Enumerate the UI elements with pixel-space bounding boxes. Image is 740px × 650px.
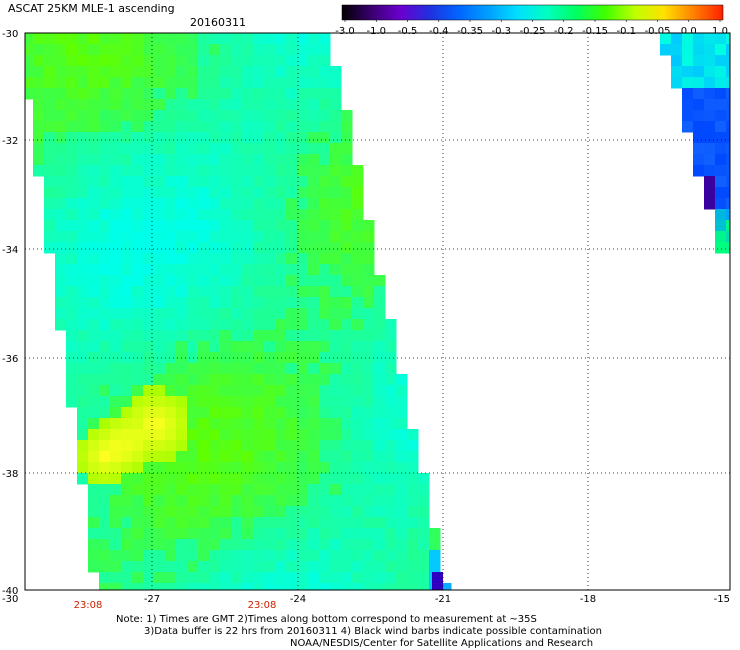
colorbar-label: -0.5 [398,26,418,37]
note-line-1: Note: 1) Times are GMT 2)Times along bot… [116,614,537,625]
lat-label: -36 [2,354,18,365]
colorbar-label: -0.25 [520,26,546,37]
lat-label: -30 [2,29,18,40]
time-label: 23:08 [74,600,103,611]
data-swaths [25,33,730,590]
lon-label: -27 [144,594,160,605]
colorbar-label: 1.0 [712,26,728,37]
colorbar: -3.0 -1.0 -0.5 -0.4 -0.35 -0.3 -0.25 -0.2 -0.15-… [335,4,728,37]
lon-label: -24 [290,594,306,605]
colorbar-label: -1.0 [366,26,386,37]
note-line-3: NOAA/NESDIS/Center for Satellite Applica… [290,638,594,649]
lon-label: -18 [580,594,596,605]
x-axis-labels: -30 -27 -24 -21 -18 -15 [2,594,730,605]
lat-label: -34 [2,245,18,256]
colorbar-label: -0.2 [554,26,574,37]
colorbar-label: -0.15 [582,26,608,37]
map-title: ASCAT 25KM MLE-1 ascending [8,2,175,15]
colorbar-label: -0.05 [645,26,671,37]
plot-frame [24,32,731,591]
colorbar-label: -0.4 [429,26,449,37]
time-label: 23:08 [248,600,277,611]
lon-label: -30 [2,594,18,605]
colorbar-label: -0.1 [616,26,636,37]
lat-label: -32 [2,136,18,147]
map-date: 20160311 [190,16,246,29]
lat-label: -38 [2,469,18,480]
lat-lon-grid [25,33,730,590]
lon-label: -21 [435,594,451,605]
lat-label: -40 [2,586,18,597]
colorbar-gradient [341,4,724,21]
lon-label: -15 [714,594,730,605]
note-line-2: 3)Data buffer is 22 hrs from 20160311 4)… [144,626,602,637]
colorbar-label: -0.3 [491,26,511,37]
colorbar-label: -3.0 [335,26,355,37]
colorbar-label: -0.35 [457,26,483,37]
colorbar-label: 0.0 [681,26,697,37]
y-axis-labels: -30 -32 -34 -36 -38 -40 [2,29,18,597]
